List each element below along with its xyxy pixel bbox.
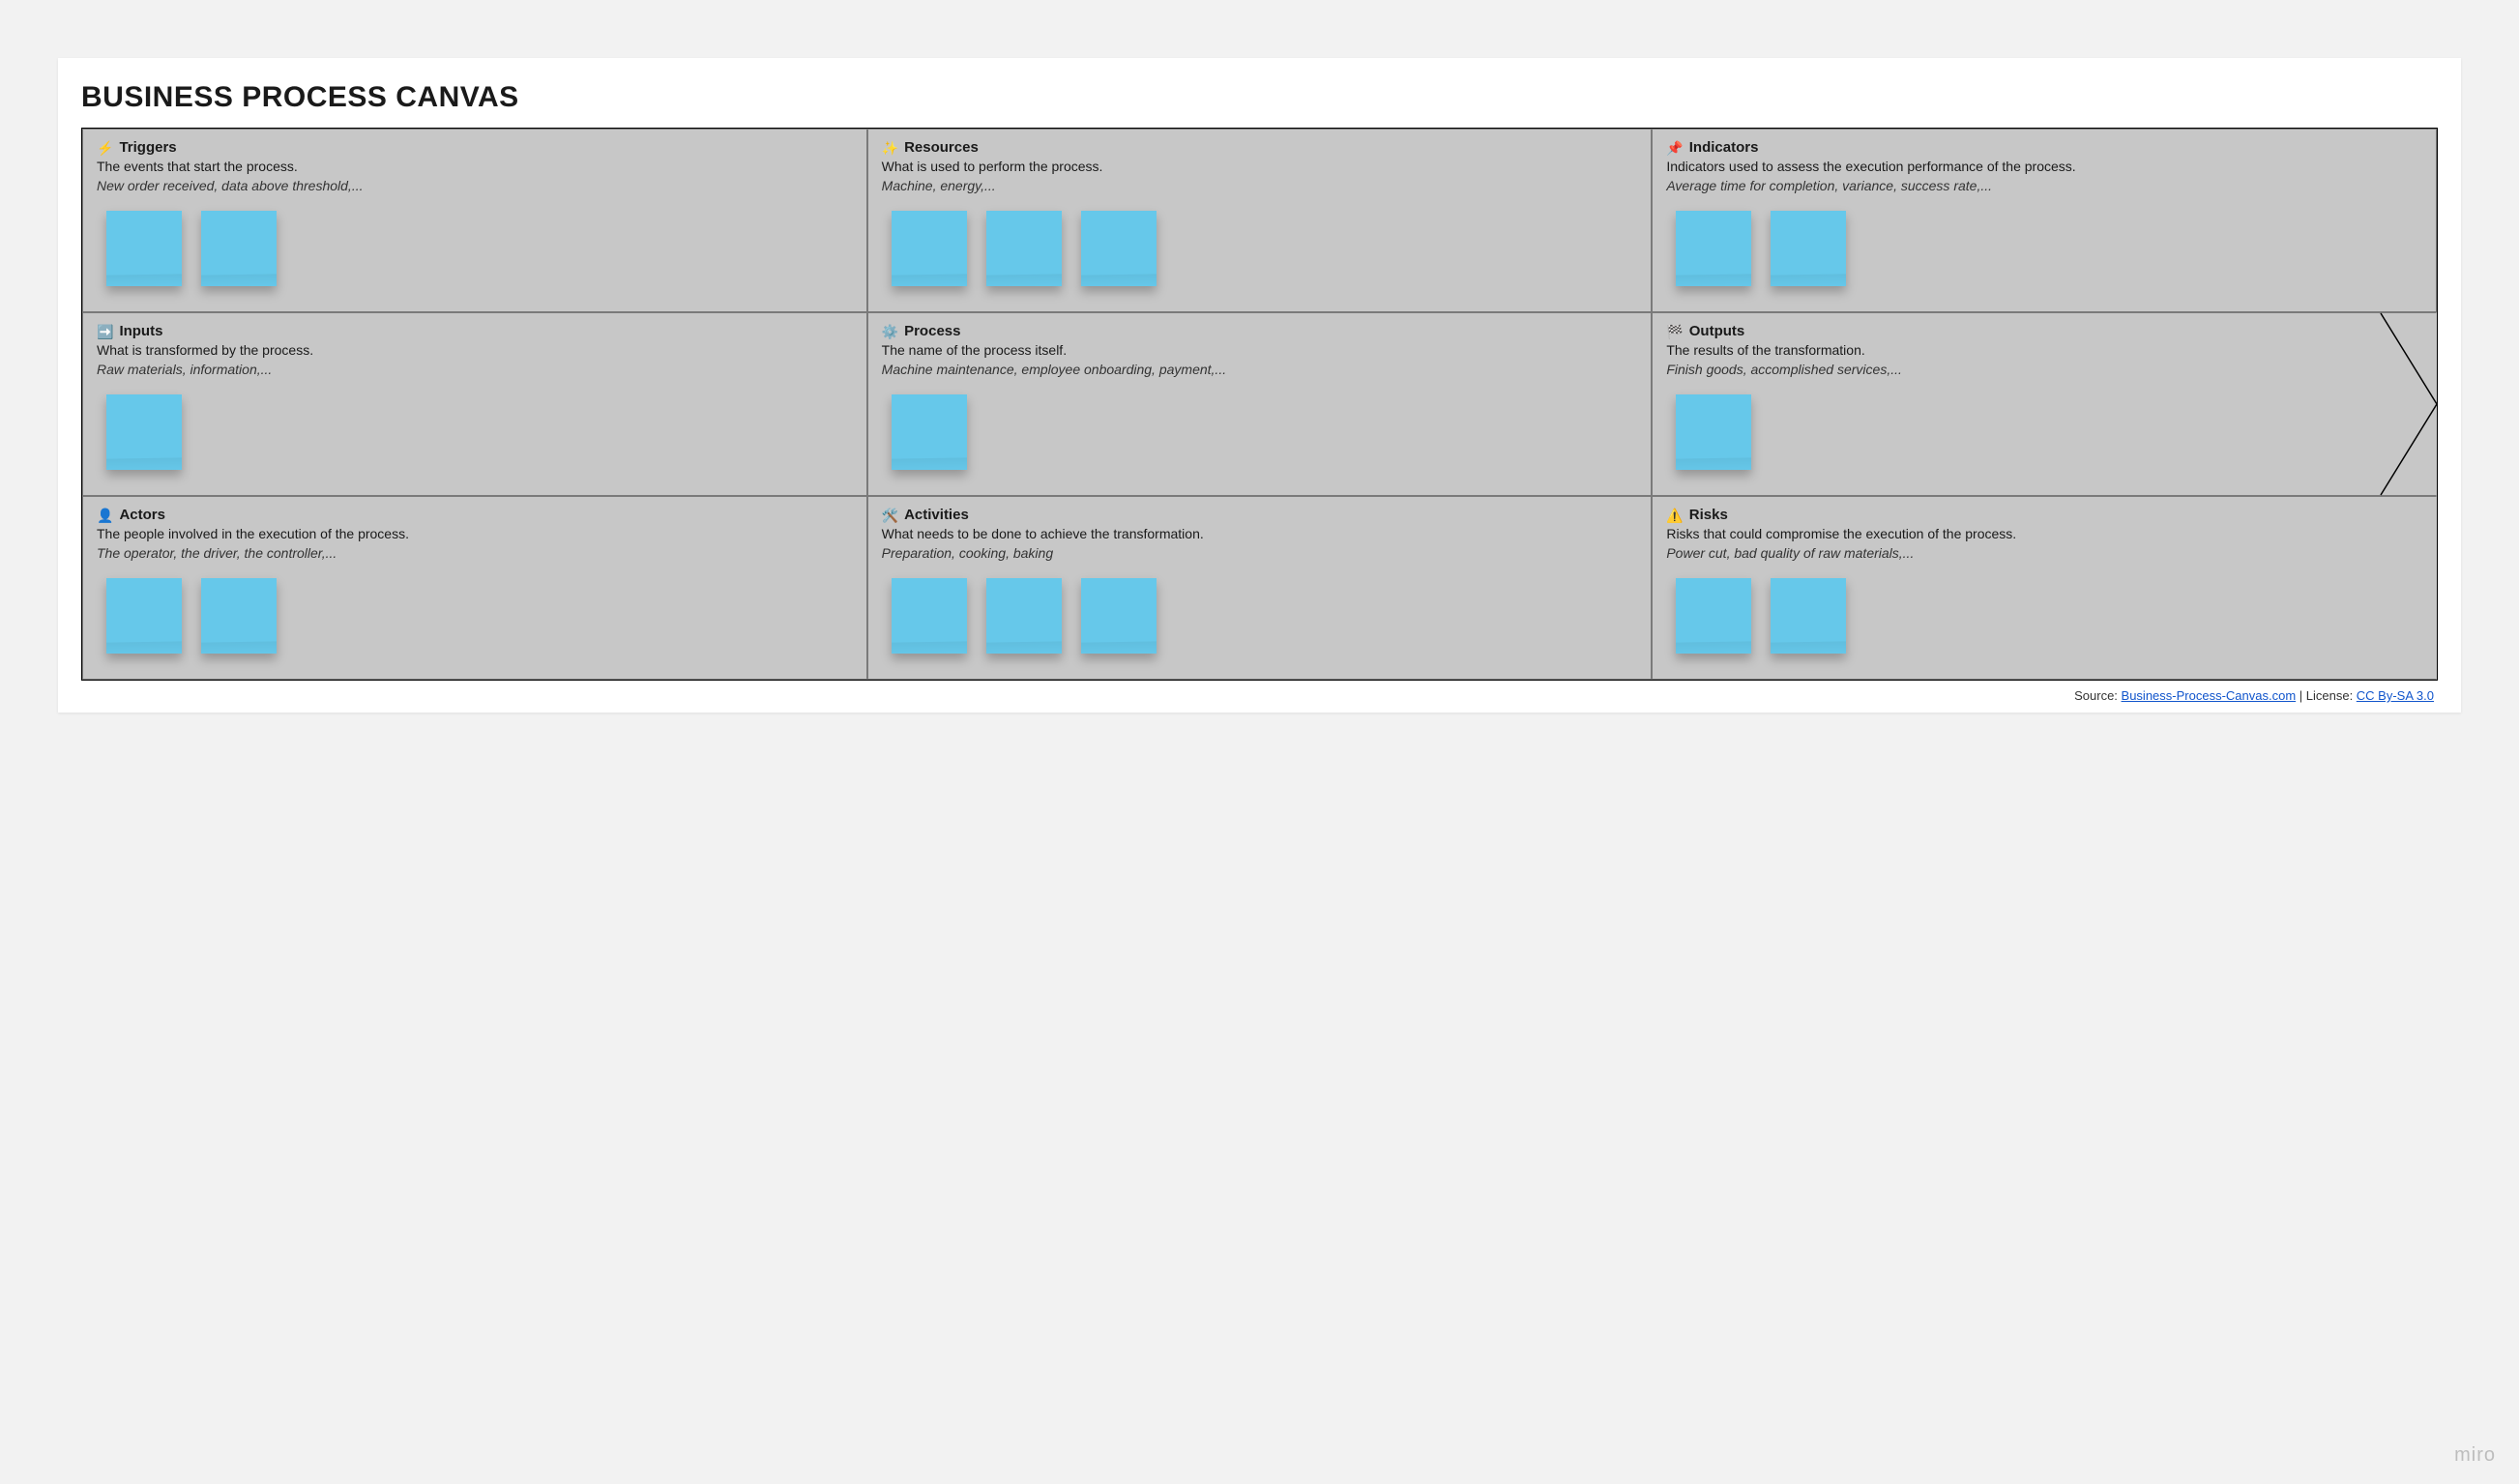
cell-desc-activities: What needs to be done to achieve the tra… bbox=[882, 525, 1638, 543]
source-link[interactable]: Business-Process-Canvas.com bbox=[2122, 688, 2297, 703]
sticky-note[interactable] bbox=[986, 211, 1062, 286]
stickies-process bbox=[892, 394, 1638, 470]
cell-examples-process: Machine maintenance, employee onboarding… bbox=[882, 362, 1638, 377]
sticky-note[interactable] bbox=[1771, 578, 1846, 654]
cell-header-resources: ✨ Resources bbox=[882, 139, 1638, 156]
sticky-note[interactable] bbox=[201, 578, 277, 654]
miro-watermark: miro bbox=[2454, 1444, 2496, 1467]
sticky-note[interactable] bbox=[201, 211, 277, 286]
cell-inputs[interactable]: ➡️ Inputs What is transformed by the proce… bbox=[82, 312, 867, 496]
cell-desc-indicators: Indicators used to assess the execution … bbox=[1666, 158, 2422, 176]
activities-icon: 🛠️ bbox=[882, 509, 898, 522]
inputs-icon: ➡️ bbox=[97, 325, 113, 338]
cell-desc-triggers: The events that start the process. bbox=[97, 158, 853, 176]
cell-outputs[interactable]: 🏁 Outputs The results of the transformatio… bbox=[1652, 312, 2437, 496]
cell-examples-inputs: Raw materials, information,... bbox=[97, 362, 853, 377]
stickies-risks bbox=[1676, 578, 2422, 654]
stickies-inputs bbox=[106, 394, 853, 470]
stickies-resources bbox=[892, 211, 1638, 286]
cell-indicators[interactable]: 📌 Indicators Indicators used to assess the… bbox=[1652, 129, 2437, 312]
source-label: Source: bbox=[2074, 688, 2121, 703]
cell-process[interactable]: ⚙️ Process The name of the process itself.… bbox=[867, 312, 1653, 496]
sticky-note[interactable] bbox=[106, 211, 182, 286]
cell-desc-process: The name of the process itself. bbox=[882, 341, 1638, 360]
cell-desc-outputs: The results of the transformation. bbox=[1666, 341, 2422, 360]
cell-title-triggers: Triggers bbox=[119, 139, 176, 156]
sticky-note[interactable] bbox=[892, 211, 967, 286]
cell-examples-risks: Power cut, bad quality of raw materials,… bbox=[1666, 545, 2422, 561]
cell-triggers[interactable]: ⚡ Triggers The events that start the proce… bbox=[82, 129, 867, 312]
stickies-outputs bbox=[1676, 394, 2422, 470]
process-icon: ⚙️ bbox=[882, 325, 898, 338]
outputs-icon: 🏁 bbox=[1666, 325, 1683, 338]
cell-title-outputs: Outputs bbox=[1689, 323, 1745, 339]
sticky-note[interactable] bbox=[106, 394, 182, 470]
sticky-note[interactable] bbox=[1676, 211, 1751, 286]
cell-desc-actors: The people involved in the execution of … bbox=[97, 525, 853, 543]
separator: | License: bbox=[2296, 688, 2357, 703]
canvas-title: BUSINESS PROCESS CANVAS bbox=[81, 81, 2438, 114]
cell-examples-actors: The operator, the driver, the controller… bbox=[97, 545, 853, 561]
sticky-note[interactable] bbox=[892, 578, 967, 654]
cell-title-inputs: Inputs bbox=[119, 323, 162, 339]
sticky-note[interactable] bbox=[892, 394, 967, 470]
sticky-note[interactable] bbox=[106, 578, 182, 654]
cell-desc-risks: Risks that could compromise the executio… bbox=[1666, 525, 2422, 543]
cell-examples-indicators: Average time for completion, variance, s… bbox=[1666, 178, 2422, 193]
cell-title-process: Process bbox=[904, 323, 960, 339]
stickies-activities bbox=[892, 578, 1638, 654]
stage: BUSINESS PROCESS CANVAS ⚡ Triggers The eve… bbox=[0, 0, 2519, 1484]
cell-header-indicators: 📌 Indicators bbox=[1666, 139, 2422, 156]
cell-examples-triggers: New order received, data above threshold… bbox=[97, 178, 853, 193]
cell-title-actors: Actors bbox=[119, 507, 165, 523]
cell-header-outputs: 🏁 Outputs bbox=[1666, 323, 2422, 339]
cell-examples-outputs: Finish goods, accomplished services,... bbox=[1666, 362, 2422, 377]
cell-resources[interactable]: ✨ Resources What is used to perform the pr… bbox=[867, 129, 1653, 312]
cell-title-activities: Activities bbox=[904, 507, 969, 523]
cell-header-risks: ⚠️ Risks bbox=[1666, 507, 2422, 523]
sticky-note[interactable] bbox=[1771, 211, 1846, 286]
cell-desc-resources: What is used to perform the process. bbox=[882, 158, 1638, 176]
stickies-actors bbox=[106, 578, 853, 654]
cell-title-resources: Resources bbox=[904, 139, 979, 156]
indicators-icon: 📌 bbox=[1666, 141, 1683, 155]
resources-icon: ✨ bbox=[882, 141, 898, 155]
actors-icon: 👤 bbox=[97, 509, 113, 522]
canvas-grid: ⚡ Triggers The events that start the proce… bbox=[81, 128, 2438, 681]
stickies-indicators bbox=[1676, 211, 2422, 286]
cell-header-inputs: ➡️ Inputs bbox=[97, 323, 853, 339]
cell-title-indicators: Indicators bbox=[1689, 139, 1759, 156]
stickies-triggers bbox=[106, 211, 853, 286]
cell-examples-activities: Preparation, cooking, baking bbox=[882, 545, 1638, 561]
attribution-line: Source: Business-Process-Canvas.com | Li… bbox=[81, 688, 2438, 703]
cell-title-risks: Risks bbox=[1689, 507, 1728, 523]
sticky-note[interactable] bbox=[1676, 578, 1751, 654]
cell-header-activities: 🛠️ Activities bbox=[882, 507, 1638, 523]
cell-risks[interactable]: ⚠️ Risks Risks that could compromise the e… bbox=[1652, 496, 2437, 680]
triggers-icon: ⚡ bbox=[97, 141, 113, 155]
cell-actors[interactable]: 👤 Actors The people involved in the execut… bbox=[82, 496, 867, 680]
risks-icon: ⚠️ bbox=[1666, 509, 1683, 522]
cell-header-process: ⚙️ Process bbox=[882, 323, 1638, 339]
license-link[interactable]: CC By-SA 3.0 bbox=[2357, 688, 2434, 703]
sticky-note[interactable] bbox=[1676, 394, 1751, 470]
canvas-card: BUSINESS PROCESS CANVAS ⚡ Triggers The eve… bbox=[58, 58, 2461, 713]
cell-header-actors: 👤 Actors bbox=[97, 507, 853, 523]
cell-activities[interactable]: 🛠️ Activities What needs to be done to ach… bbox=[867, 496, 1653, 680]
sticky-note[interactable] bbox=[986, 578, 1062, 654]
cell-examples-resources: Machine, energy,... bbox=[882, 178, 1638, 193]
cell-header-triggers: ⚡ Triggers bbox=[97, 139, 853, 156]
sticky-note[interactable] bbox=[1081, 211, 1157, 286]
cell-desc-inputs: What is transformed by the process. bbox=[97, 341, 853, 360]
sticky-note[interactable] bbox=[1081, 578, 1157, 654]
